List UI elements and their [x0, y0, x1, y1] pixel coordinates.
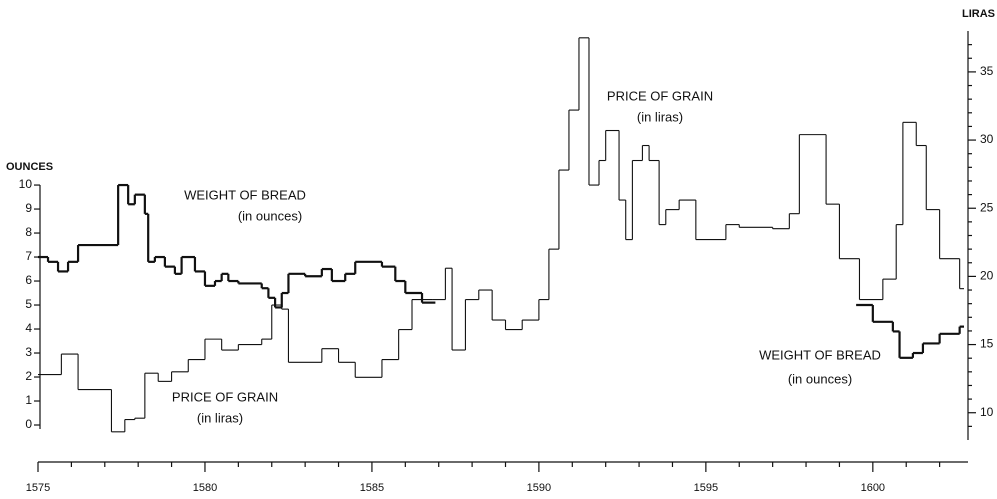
y-tick-label: 6 [25, 273, 32, 287]
y2-tick-label: 20 [980, 269, 994, 283]
annotation: WEIGHT OF BREAD [184, 187, 306, 202]
x-tick-label: 1585 [360, 482, 384, 494]
annotation: (in liras) [197, 410, 243, 425]
annotation: PRICE OF GRAIN [607, 88, 713, 103]
y2-tick-label: 25 [980, 200, 994, 214]
y-tick-label: 4 [25, 321, 32, 335]
y-tick-label: 2 [25, 369, 32, 383]
y-axis-label: OUNCES [6, 161, 53, 173]
x-tick-label: 1590 [527, 482, 551, 494]
y-tick-label: 0 [25, 417, 32, 431]
x-tick-label: 1580 [193, 482, 217, 494]
y2-axis-label: LIRAS [962, 8, 995, 20]
y-tick-label: 10 [19, 177, 33, 191]
annotation: (in ounces) [788, 371, 852, 386]
y-tick-label: 7 [25, 249, 32, 263]
y2-tick-label: 30 [980, 132, 994, 146]
annotation: WEIGHT OF BREAD [759, 347, 881, 362]
y-tick-label: 5 [25, 297, 32, 311]
x-tick-label: 1595 [694, 482, 718, 494]
annotation: PRICE OF GRAIN [172, 389, 278, 404]
y2-tick-label: 15 [980, 337, 994, 351]
y2-tick-label: 35 [980, 64, 994, 78]
x-tick-label: 1600 [861, 482, 885, 494]
y-tick-label: 8 [25, 225, 32, 239]
y-tick-label: 9 [25, 201, 32, 215]
annotation: (in ounces) [238, 208, 302, 223]
y-tick-label: 3 [25, 345, 32, 359]
y2-tick-label: 10 [980, 405, 994, 419]
y-tick-label: 1 [25, 393, 32, 407]
x-tick-label: 1575 [26, 482, 50, 494]
annotation: (in liras) [637, 109, 683, 124]
